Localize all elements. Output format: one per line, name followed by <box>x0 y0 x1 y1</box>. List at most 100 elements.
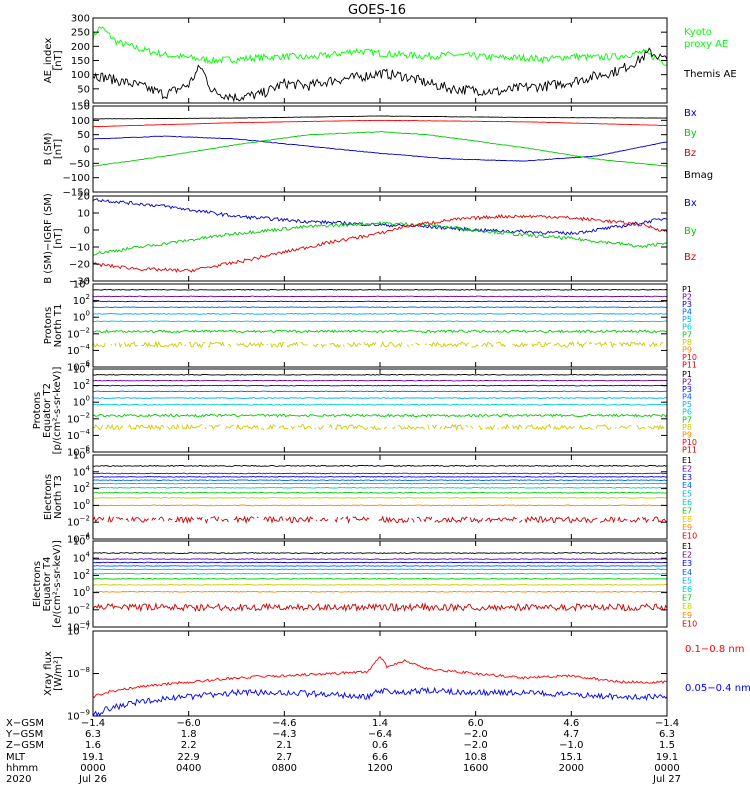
series-line-ent3-e9 <box>93 504 667 507</box>
panel-frame-ent3 <box>92 454 668 540</box>
series-line-bsm-bmag <box>93 115 667 120</box>
legend-pnt1-p11: P11 <box>682 360 697 369</box>
xaxis-row-value: 6.0 <box>468 718 484 729</box>
legend-pet2-p7: P7 <box>682 415 692 424</box>
ytick-label: 10−2 <box>67 326 90 340</box>
legend-eet4-e5: E5 <box>682 576 692 585</box>
legend-eet4-e3: E3 <box>682 559 692 568</box>
xaxis-row-value: −4.3 <box>272 729 296 740</box>
series-line-eet4-e3 <box>93 561 667 564</box>
legend-pnt1-p10: P10 <box>682 353 697 362</box>
chart-title: GOES-16 <box>348 3 406 18</box>
legend-bsm-2: Bz <box>684 148 696 159</box>
series-line-ae-themis-ae <box>93 47 667 103</box>
series-line-ent3-e1 <box>93 464 667 467</box>
legend-eet4-e4: E4 <box>682 568 692 577</box>
panel-frame-pet2 <box>92 368 668 453</box>
ytick-label: 10−4 <box>67 428 91 442</box>
ytick-label: 100 <box>73 498 90 512</box>
series-line-eet4-e8 <box>93 584 667 586</box>
ytick-label: 104 <box>73 362 91 376</box>
legend-pnt1-p3: P3 <box>682 300 692 309</box>
series-line-eet4-e1 <box>93 552 667 555</box>
ytick-label: 102 <box>73 378 90 392</box>
legend-pet2-p6: P6 <box>682 408 692 417</box>
xaxis-row-label: Z−GSM <box>6 740 44 751</box>
legend-pet2-p2: P2 <box>682 378 692 387</box>
ytick-label: 100 <box>73 395 90 409</box>
legend-ent3-e4: E4 <box>682 481 692 490</box>
legend-pnt1-p5: P5 <box>682 315 692 324</box>
legend-ae-0: Kyoto <box>684 27 712 38</box>
xaxis-row-value: 0.6 <box>372 740 388 751</box>
legend-eet4-e7: E7 <box>682 594 692 603</box>
xaxis-row-value: 1.8 <box>181 729 197 740</box>
xaxis-row-label: MLT <box>6 752 26 763</box>
ytick-label: 150 <box>71 102 90 113</box>
xaxis-row-value: Jul 26 <box>78 774 107 785</box>
series-line-ent3-e5 <box>93 482 667 485</box>
xaxis-row-label: 2020 <box>6 774 31 785</box>
ylabel-pnt1: North T1 <box>53 304 64 348</box>
ytick-label: 250 <box>71 28 90 39</box>
ytick-label: 106 <box>73 448 91 462</box>
ytick-label: 102 <box>73 568 90 582</box>
xaxis-row-value: 6.3 <box>85 729 101 740</box>
legend-pet2-p3: P3 <box>682 385 692 394</box>
legend-pet2-p1: P1 <box>682 370 692 379</box>
series-line-ent3-e6 <box>93 486 667 489</box>
xaxis-row-value: 6.6 <box>372 752 388 763</box>
series-line-bigrf-bz <box>93 213 667 273</box>
legend-eet4-e2: E2 <box>682 551 692 560</box>
ylabel-pnt1: Protons <box>43 307 54 344</box>
ytick-label: 106 <box>73 534 91 548</box>
legend-eet4-e6: E6 <box>682 585 692 594</box>
xaxis-row-label: hhmm <box>6 763 38 774</box>
xaxis-row-value: 15.1 <box>560 752 582 763</box>
ytick-label: 10−2 <box>67 411 90 425</box>
panel-frame-ae <box>92 17 668 104</box>
ytick-label: −100 <box>63 173 90 184</box>
ytick-label: −10 <box>69 243 90 254</box>
series-line-pnt1-p7 <box>93 329 667 334</box>
ytick-label: 10 <box>77 209 90 220</box>
series-line-xray-0-05-0-4-nm <box>93 686 667 716</box>
series-line-pnt1-p4 <box>93 306 667 309</box>
legend-ent3-e8: E8 <box>682 515 692 524</box>
ylabel-bsm: [nT] <box>53 139 64 159</box>
series-line-ent3-e8 <box>93 497 667 499</box>
legend-ent3-e2: E2 <box>682 464 692 473</box>
xaxis-row-value: −4.6 <box>272 718 296 729</box>
ytick-label: −20 <box>69 260 90 271</box>
series-line-pet2-p4 <box>93 390 667 393</box>
legend-pet2-p8: P8 <box>682 423 692 432</box>
ytick-label: 50 <box>77 130 90 141</box>
ytick-label: 10−2 <box>67 602 90 616</box>
ylabel-ent3: North T3 <box>53 475 64 519</box>
xaxis-row-value: 19.1 <box>82 752 104 763</box>
legend-ent3-e9: E9 <box>682 523 692 532</box>
legend-eet4-e10: E10 <box>682 619 697 628</box>
ytick-label: 200 <box>71 42 90 53</box>
ytick-label: 10−9 <box>67 709 90 723</box>
ytick-label: 10−2 <box>67 515 90 529</box>
ytick-label: −150 <box>63 188 90 199</box>
ylabel-ae: [nT] <box>53 50 64 70</box>
ytick-label: 0 <box>84 226 90 237</box>
legend-pnt1-p9: P9 <box>682 345 692 354</box>
series-line-pet2-p5 <box>93 397 667 399</box>
series-line-pnt1-p8 <box>93 342 667 347</box>
xaxis-row-value: 4.7 <box>563 729 579 740</box>
ytick-label: 100 <box>73 585 90 599</box>
series-line-bsm-bz <box>93 119 667 128</box>
ytick-label: 50 <box>77 84 90 95</box>
xaxis-row-value: 22.9 <box>178 752 200 763</box>
series-line-eet4-e9 <box>93 590 667 593</box>
legend-pet2-p11: P11 <box>682 445 697 454</box>
series-line-bsm-by <box>93 131 667 167</box>
ytick-label: 150 <box>71 56 90 67</box>
xaxis-row-value: −2.0 <box>464 740 488 751</box>
ylabel-eet4: [e/(cm²-s-sr-keV)] <box>52 540 63 628</box>
xaxis-row-value: 1200 <box>367 763 392 774</box>
